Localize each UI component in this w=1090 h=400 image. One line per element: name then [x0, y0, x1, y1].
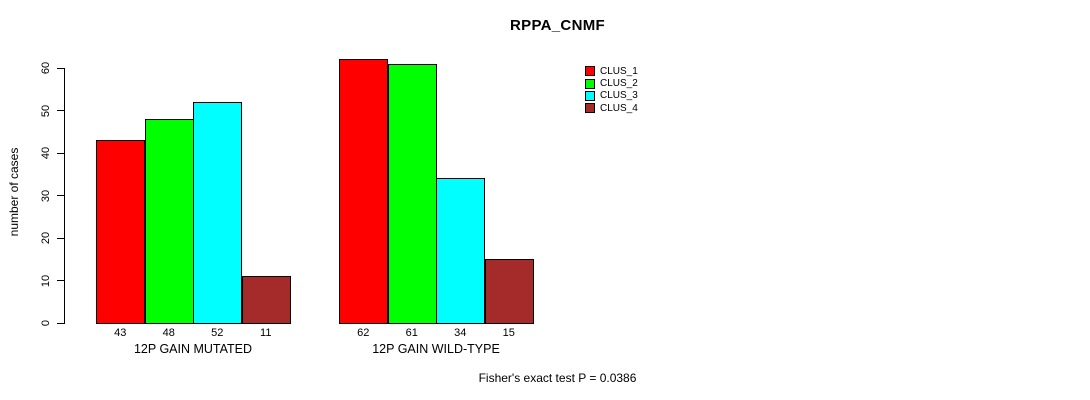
x-category-label: 12P GAIN WILD-TYPE — [372, 342, 500, 356]
bar-CLUS_2 — [388, 64, 437, 324]
y-axis-tick-label: 30 — [40, 189, 52, 202]
bar-value-label: 48 — [162, 327, 175, 339]
bar-CLUS_3 — [436, 178, 485, 324]
legend-swatch-icon — [585, 78, 595, 89]
chart-title: RPPA_CNMF — [510, 17, 605, 34]
legend-swatch-icon — [585, 66, 595, 77]
y-axis-tick — [57, 322, 64, 324]
y-axis-tick-label: 50 — [40, 104, 52, 117]
bar-value-label: 15 — [502, 327, 515, 339]
bar-value-label: 61 — [405, 327, 418, 339]
legend-label: CLUS_3 — [600, 90, 638, 102]
y-axis-tick-label: 10 — [40, 274, 52, 287]
legend: CLUS_1 CLUS_2 CLUS_3 CLUS_4 — [585, 65, 638, 115]
bar-value-label: 34 — [454, 327, 467, 339]
bar-CLUS_2 — [145, 119, 194, 324]
legend-swatch-icon — [585, 103, 595, 114]
legend-label: CLUS_4 — [600, 102, 638, 114]
x-category-label: 12P GAIN MUTATED — [133, 342, 253, 356]
y-axis-tick — [57, 67, 64, 69]
y-axis-tick — [57, 152, 64, 154]
legend-item-CLUS_3: CLUS_3 — [585, 90, 638, 102]
y-axis-tick — [57, 237, 64, 239]
legend-item-CLUS_2: CLUS_2 — [585, 77, 638, 89]
y-axis-tick-label: 20 — [40, 231, 52, 245]
bar-CLUS_3 — [193, 102, 242, 324]
bar-CLUS_1 — [339, 59, 388, 324]
bar-value-label: 43 — [114, 327, 127, 339]
y-axis-tick-label: 60 — [40, 61, 52, 75]
bar-CLUS_4 — [242, 276, 291, 324]
bar-CLUS_1 — [96, 140, 145, 324]
bar-value-label: 52 — [211, 327, 224, 339]
y-axis-tick-label: 0 — [40, 319, 52, 327]
y-axis-line — [64, 68, 65, 324]
legend-swatch-icon — [585, 90, 595, 101]
legend-label: CLUS_2 — [600, 78, 638, 90]
bar-CLUS_4 — [485, 259, 534, 324]
y-axis-tick — [57, 280, 64, 281]
fisher-test-annotation: Fisher's exact test P = 0.0386 — [478, 371, 637, 385]
legend-label: CLUS_1 — [600, 65, 638, 77]
legend-item-CLUS_1: CLUS_1 — [585, 65, 638, 77]
y-axis-tick — [57, 110, 64, 111]
legend-item-CLUS_4: CLUS_4 — [585, 102, 638, 114]
bar-value-label: 62 — [357, 327, 370, 339]
y-axis-tick — [57, 195, 64, 196]
y-axis-tick-label: 40 — [40, 146, 52, 160]
bar-value-label: 11 — [260, 327, 272, 339]
